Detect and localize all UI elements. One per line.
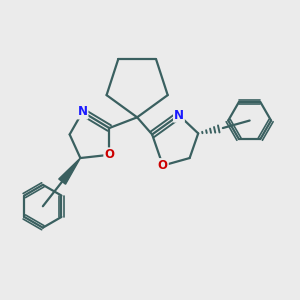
Text: O: O: [104, 148, 114, 161]
Text: O: O: [158, 159, 168, 172]
Polygon shape: [59, 158, 80, 184]
Text: N: N: [77, 106, 88, 118]
Text: N: N: [174, 109, 184, 122]
